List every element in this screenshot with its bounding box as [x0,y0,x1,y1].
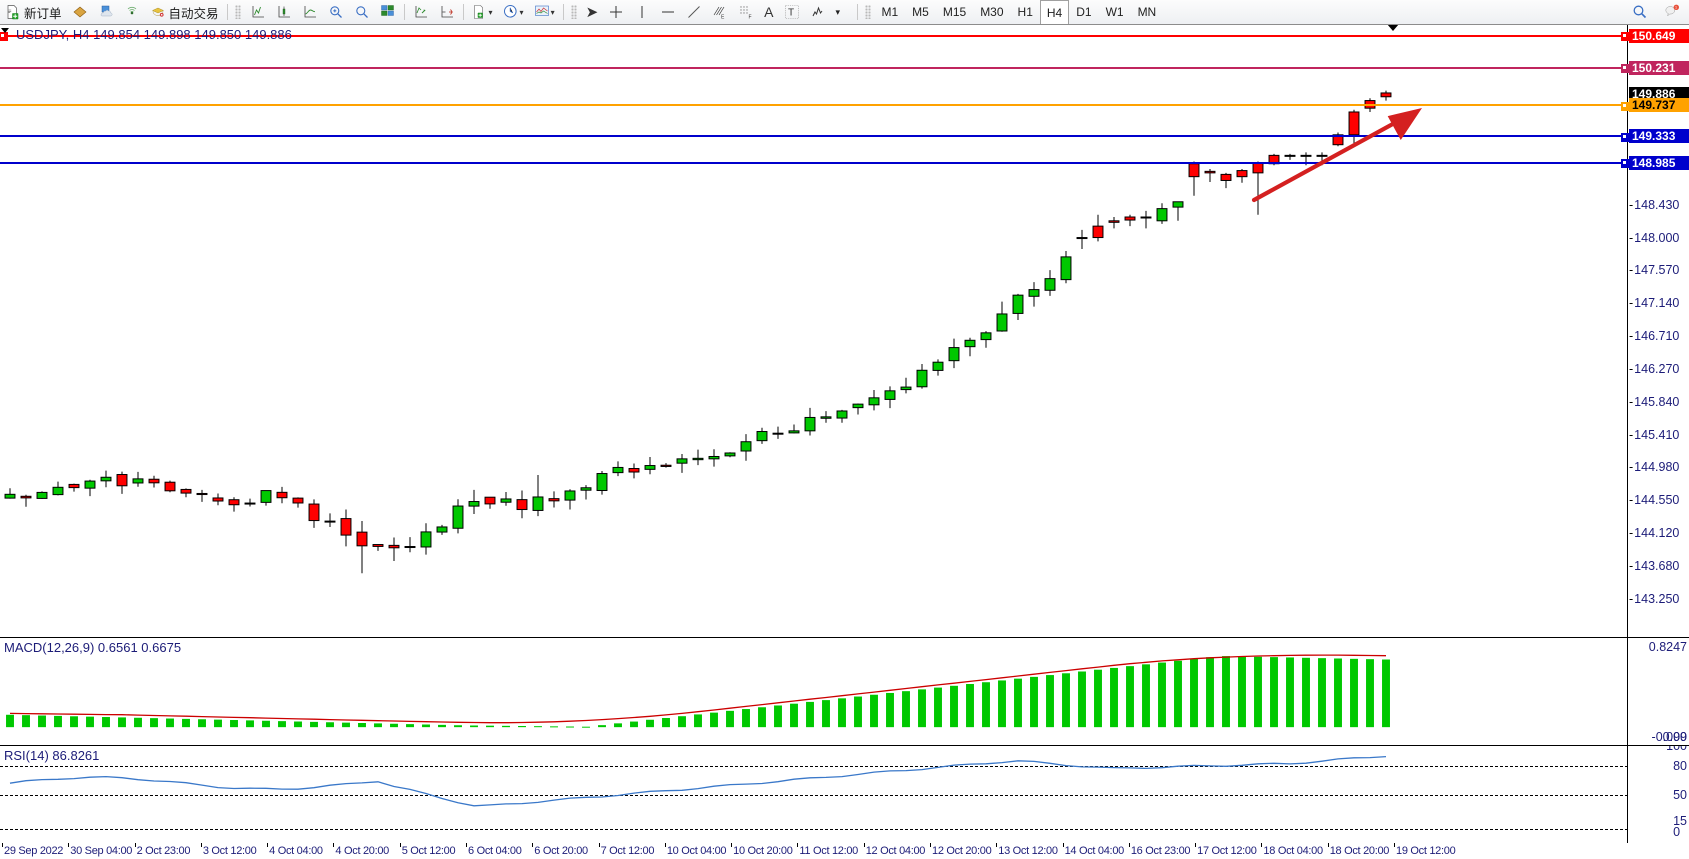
svg-text:F: F [749,15,752,21]
svg-text:E: E [721,15,725,21]
svg-text:1: 1 [1675,6,1677,10]
svg-text:T: T [788,8,794,19]
